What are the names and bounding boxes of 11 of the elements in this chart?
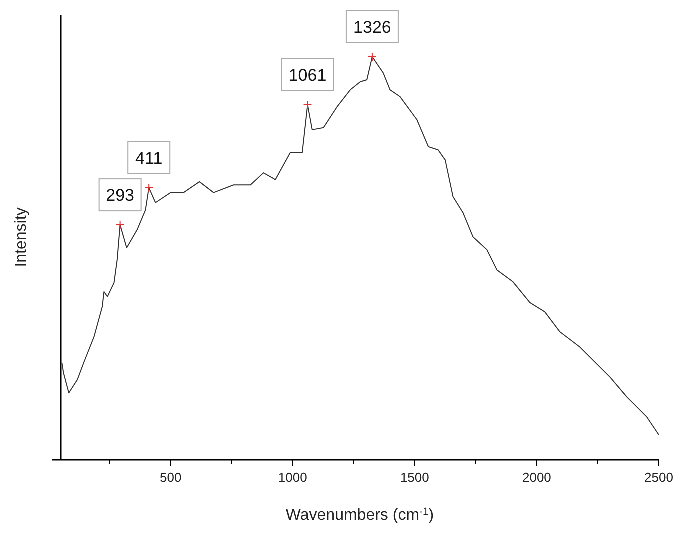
x-tick-label: 1000 [278,470,308,485]
x-tick-label: 500 [160,470,182,485]
x-axis-title: Wavenumbers (cm$^{-1}$) [286,506,434,524]
y-axis-title: Intensity [13,208,30,268]
annotation: 1326 [354,18,392,37]
annotation: 293 [106,186,134,206]
x-tick-label: 1500 [400,470,430,485]
x-tick-label: 2000 [522,470,552,485]
annotation: 1061 [288,66,327,85]
x-tick-label: 2500 [644,470,674,485]
annotation: 411 [136,148,163,168]
